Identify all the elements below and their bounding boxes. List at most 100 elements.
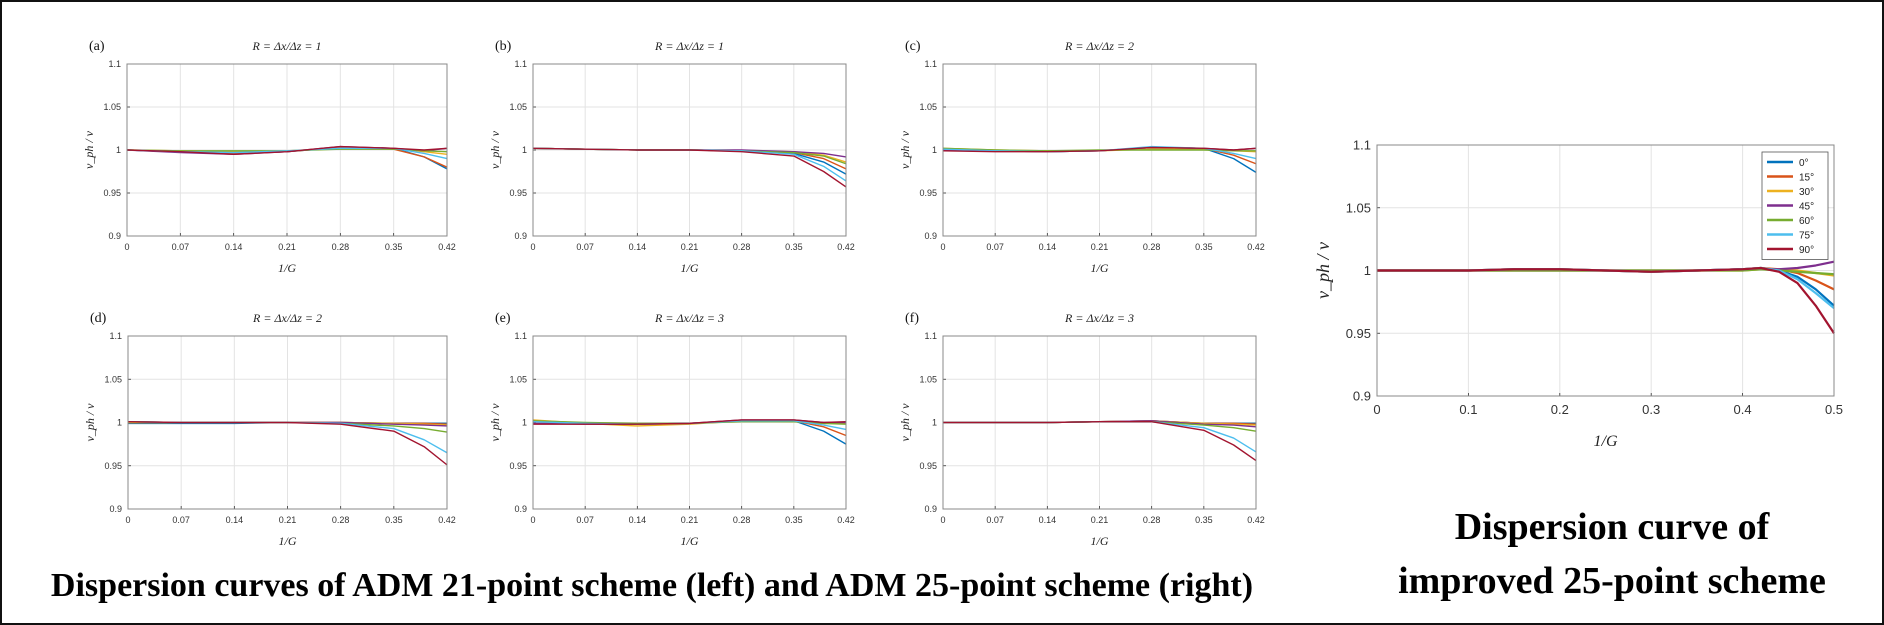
legend: 0° 15° 30° 45° 60° 75° 90° xyxy=(1761,151,1829,260)
y-tick-label: 0.95 xyxy=(1346,326,1371,341)
y-tick-label: 0.95 xyxy=(103,188,121,198)
x-tick-label: 0.35 xyxy=(1195,515,1213,525)
y-tick-label: 1 xyxy=(522,145,527,155)
y-axis-label: v_ph / v xyxy=(82,130,96,169)
chart-title: R = Δx/Δz = 1 xyxy=(252,39,322,53)
y-tick-label: 0.95 xyxy=(509,461,527,471)
y-axis-label: v_ph / v xyxy=(1313,242,1333,299)
x-tick-label: 0.42 xyxy=(837,515,855,525)
x-tick-label: 0.21 xyxy=(681,242,699,252)
legend-entry: 0° xyxy=(1799,158,1809,169)
y-tick-label: 1 xyxy=(522,418,527,428)
left-caption: Dispersion curves of ADM 21-point scheme… xyxy=(50,567,1254,604)
y-tick-label: 1 xyxy=(932,418,937,428)
x-axis-label: 1/G xyxy=(278,261,296,275)
y-tick-label: 1.1 xyxy=(108,59,121,69)
chart-title: R = Δx/Δz = 2 xyxy=(252,311,322,325)
x-tick-label: 0.28 xyxy=(733,242,751,252)
x-tick-label: 0.35 xyxy=(1195,242,1213,252)
right-caption-line-2: improved 25-point scheme xyxy=(1398,560,1826,602)
y-tick-label: 1 xyxy=(932,145,937,155)
x-tick-label: 0.42 xyxy=(438,515,456,525)
x-tick-label: 0.28 xyxy=(1143,515,1161,525)
panel-label: (d) xyxy=(90,311,107,326)
x-tick-label: 0.21 xyxy=(1091,515,1109,525)
y-axis-label: v_ph / v xyxy=(488,403,502,442)
series-line-7 xyxy=(126,145,448,156)
panel-label: (a) xyxy=(89,39,105,54)
y-tick-label: 0.95 xyxy=(919,188,937,198)
panel-label: (e) xyxy=(495,311,511,326)
x-tick-label: 0.28 xyxy=(332,242,350,252)
y-tick-label: 1.05 xyxy=(919,102,937,112)
plot-frame xyxy=(127,335,448,510)
x-tick-label: 0.35 xyxy=(385,242,403,252)
x-tick-label: 0.21 xyxy=(1091,242,1109,252)
chart-panel-1: 0 0.07 0.14 0.21 0.28 0.35 0.42 0.9 0.95 1 1.05 1.1… xyxy=(82,39,456,275)
x-tick-label: 0.14 xyxy=(1039,515,1057,525)
y-tick-label: 0.9 xyxy=(514,231,527,241)
y-tick-label: 1 xyxy=(116,145,121,155)
y-tick-label: 1.1 xyxy=(924,59,937,69)
series-line-5 xyxy=(942,147,1256,152)
x-tick-label: 0.3 xyxy=(1642,402,1660,417)
y-tick-label: 1 xyxy=(1364,263,1371,278)
y-tick-label: 1.05 xyxy=(509,102,527,112)
series-line-7 xyxy=(532,147,847,188)
chart-panel-5: 0 0.07 0.14 0.21 0.28 0.35 0.42 0.9 0.95 1 1.05 1.1… xyxy=(488,311,855,548)
x-tick-label: 0.42 xyxy=(438,242,456,252)
x-tick-label: 0.2 xyxy=(1551,402,1569,417)
y-tick-label: 0.9 xyxy=(924,504,937,514)
x-tick-label: 0.4 xyxy=(1734,402,1752,417)
x-axis-label: 1/G xyxy=(1091,261,1109,275)
x-axis-label: 1/G xyxy=(681,534,699,548)
y-axis-label: v_ph / v xyxy=(488,130,502,169)
y-tick-label: 0.95 xyxy=(919,461,937,471)
plot-frame xyxy=(532,63,847,237)
x-tick-label: 0.35 xyxy=(785,242,803,252)
y-tick-label: 1.1 xyxy=(924,331,937,341)
x-tick-label: 0.21 xyxy=(279,515,297,525)
x-tick-label: 0.14 xyxy=(629,515,647,525)
plot-frame xyxy=(942,63,1257,237)
y-tick-label: 1.05 xyxy=(103,102,121,112)
chart-panel-6: 0 0.07 0.14 0.21 0.28 0.35 0.42 0.9 0.95 1 1.05 1.1… xyxy=(898,311,1265,548)
x-tick-label: 0.14 xyxy=(629,242,647,252)
panel-label: (b) xyxy=(495,39,512,54)
series-line-7 xyxy=(943,420,1257,462)
legend-entry: 60° xyxy=(1799,216,1814,227)
plot-frame xyxy=(942,335,1257,510)
chart-title: R = Δx/Δz = 3 xyxy=(654,311,724,325)
x-tick-label: 0.42 xyxy=(1247,242,1265,252)
x-axis-label: 1/G xyxy=(279,534,297,548)
x-tick-label: 0.28 xyxy=(332,515,350,525)
x-axis-label: 1/G xyxy=(1091,534,1109,548)
legend-entry: 75° xyxy=(1799,231,1814,242)
y-tick-label: 1.1 xyxy=(109,331,122,341)
chart-panel-7: 0 0.1 0.2 0.3 0.4 0.5 0.9 0.95 1 1.05 1.1 1/G v_ph /… xyxy=(1313,138,1843,450)
right-caption: Dispersion curve of improved 25-point sc… xyxy=(1362,500,1862,608)
y-tick-label: 1 xyxy=(117,418,122,428)
x-tick-label: 0.35 xyxy=(385,515,403,525)
x-tick-label: 0.1 xyxy=(1459,402,1477,417)
x-tick-label: 0.14 xyxy=(226,515,244,525)
x-tick-label: 0.07 xyxy=(986,242,1004,252)
legend-entry: 90° xyxy=(1799,245,1814,256)
y-axis-label: v_ph / v xyxy=(898,130,912,169)
x-tick-label: 0 xyxy=(530,242,535,252)
legend-entry: 30° xyxy=(1799,187,1814,198)
y-tick-label: 0.9 xyxy=(108,231,121,241)
panel-label: (c) xyxy=(905,39,921,54)
chart-panel-4: 0 0.07 0.14 0.21 0.28 0.35 0.42 0.9 0.95 1 1.05 1.1… xyxy=(83,311,456,548)
x-tick-label: 0.14 xyxy=(1039,242,1057,252)
series-line-7 xyxy=(942,146,1257,153)
x-axis-label: 1/G xyxy=(681,261,699,275)
series-line-7 xyxy=(127,420,448,466)
y-tick-label: 0.95 xyxy=(509,188,527,198)
y-tick-label: 0.9 xyxy=(1353,389,1371,404)
x-tick-label: 0 xyxy=(940,515,945,525)
x-tick-label: 0.14 xyxy=(225,242,243,252)
x-tick-label: 0.42 xyxy=(1247,515,1265,525)
x-tick-label: 0.07 xyxy=(986,515,1004,525)
